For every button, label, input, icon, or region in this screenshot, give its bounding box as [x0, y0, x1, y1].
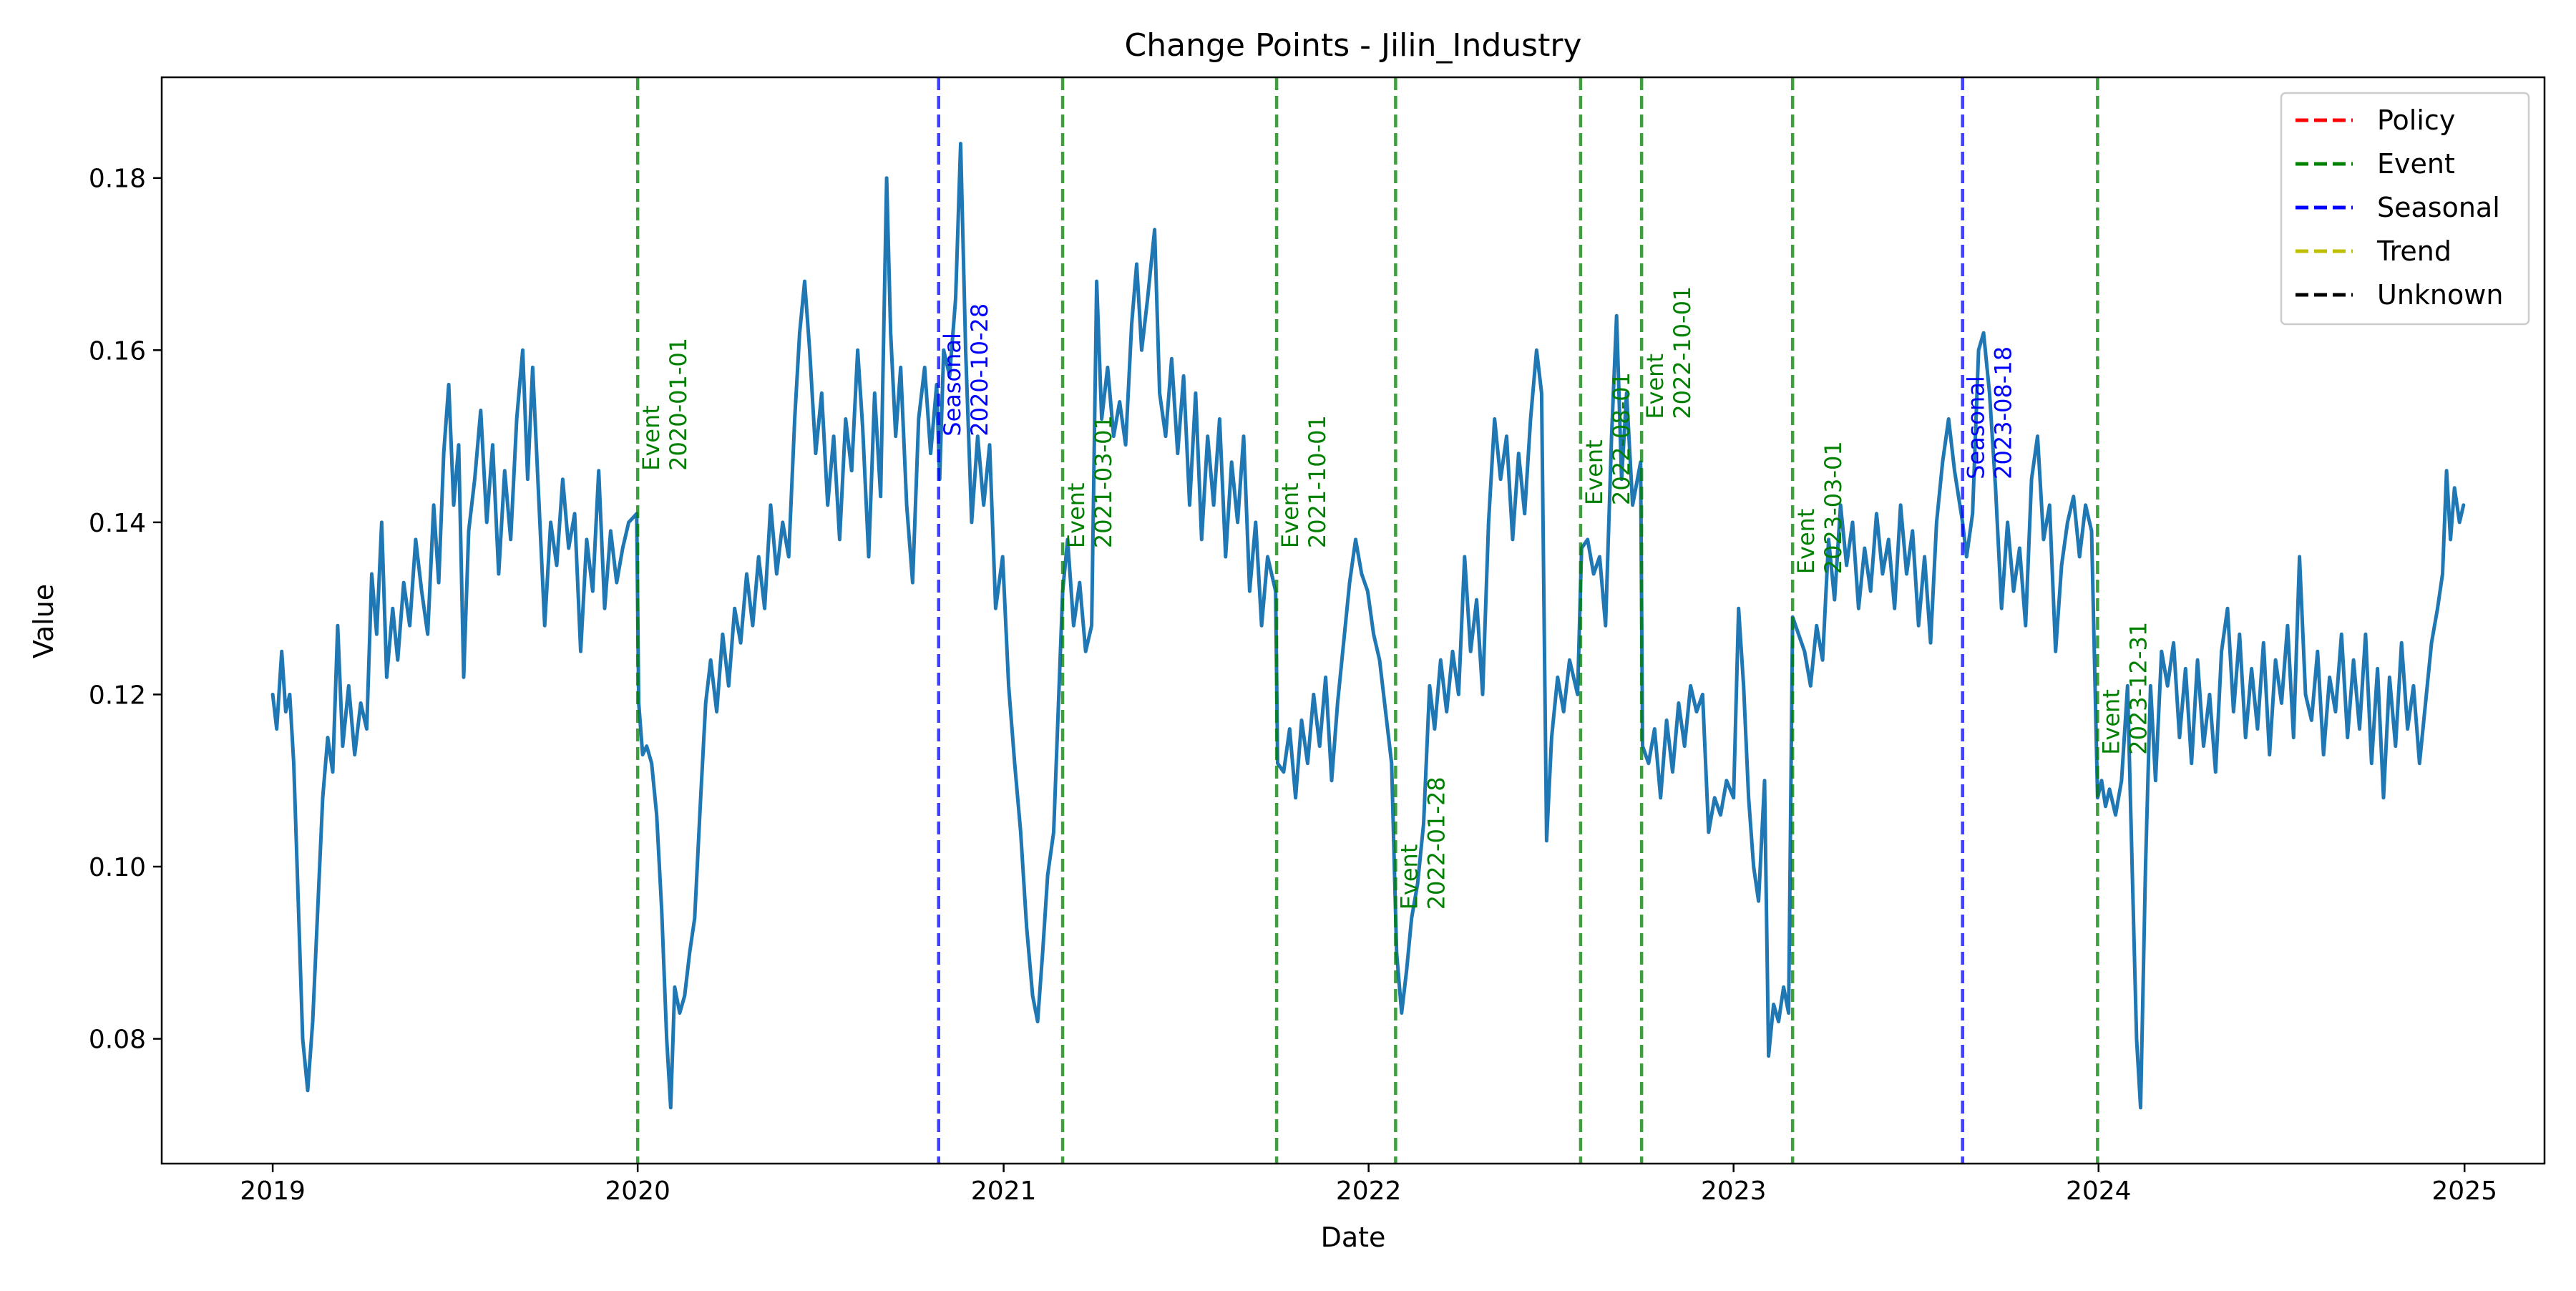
y-tick-label: 0.08 — [89, 1026, 146, 1055]
change-point-type-label: Event — [1792, 509, 1820, 575]
plot-frame — [160, 76, 2546, 1165]
change-point-type-label: Event — [1641, 354, 1669, 419]
series-line — [270, 142, 2466, 1110]
legend-label: Event — [2377, 148, 2455, 180]
change-point-type-label: Seasonal — [1963, 376, 1990, 479]
y-tick-label: 0.14 — [89, 509, 146, 538]
x-tick-label: 2025 — [2431, 1176, 2497, 1206]
change-point-type-label: Event — [1581, 439, 1608, 505]
change-point-type-label: Seasonal — [939, 333, 966, 437]
y-tick-label: 0.12 — [89, 681, 146, 710]
change-point-date-label: 2023-12-31 — [2124, 622, 2152, 755]
change-point-type-label: Event — [1277, 482, 1304, 548]
y-tick-label: 0.18 — [89, 165, 146, 194]
legend: Policy Event Seasonal Trend Unknown — [2280, 92, 2530, 326]
x-tick-label: 2023 — [1701, 1176, 1767, 1206]
change-point-type-label: Event — [1395, 844, 1423, 910]
change-point-date-label: 2020-10-28 — [966, 303, 993, 437]
change-point-date-label: 2023-08-18 — [1990, 346, 2017, 479]
x-tick-label: 2024 — [2066, 1176, 2132, 1206]
x-tick-label: 2019 — [240, 1176, 306, 1206]
x-tick-label: 2020 — [605, 1176, 670, 1206]
legend-label: Seasonal — [2377, 192, 2500, 223]
change-point-type-label: Event — [638, 405, 665, 471]
change-point-date-label: 2023-03-01 — [1820, 441, 1847, 574]
change-point-date-label: 2020-01-01 — [665, 338, 692, 471]
x-tick-label: 2022 — [1336, 1176, 1402, 1206]
change-point-date-label: 2022-10-01 — [1669, 286, 1696, 419]
change-point-date-label: 2022-01-28 — [1423, 776, 1450, 910]
change-point-date-label: 2022-08-01 — [1608, 372, 1635, 505]
y-tick-label: 0.10 — [89, 853, 146, 882]
legend-label: Unknown — [2377, 279, 2503, 311]
legend-label: Policy — [2377, 104, 2455, 136]
x-axis-label: Date — [1321, 1222, 1386, 1253]
change-point-date-label: 2021-03-01 — [1090, 415, 1117, 548]
legend-label: Trend — [2376, 235, 2451, 267]
legend-box — [2280, 92, 2530, 326]
change-point-type-label: Event — [1063, 482, 1090, 548]
y-tick-label: 0.16 — [89, 336, 146, 366]
chart-title: Change Points - Jilin_Industry — [1125, 27, 1582, 64]
x-tick-label: 2021 — [971, 1176, 1037, 1206]
y-axis-label: Value — [28, 584, 59, 658]
change-point-type-label: Event — [2097, 689, 2124, 755]
change-point-date-label: 2021-10-01 — [1304, 415, 1331, 548]
